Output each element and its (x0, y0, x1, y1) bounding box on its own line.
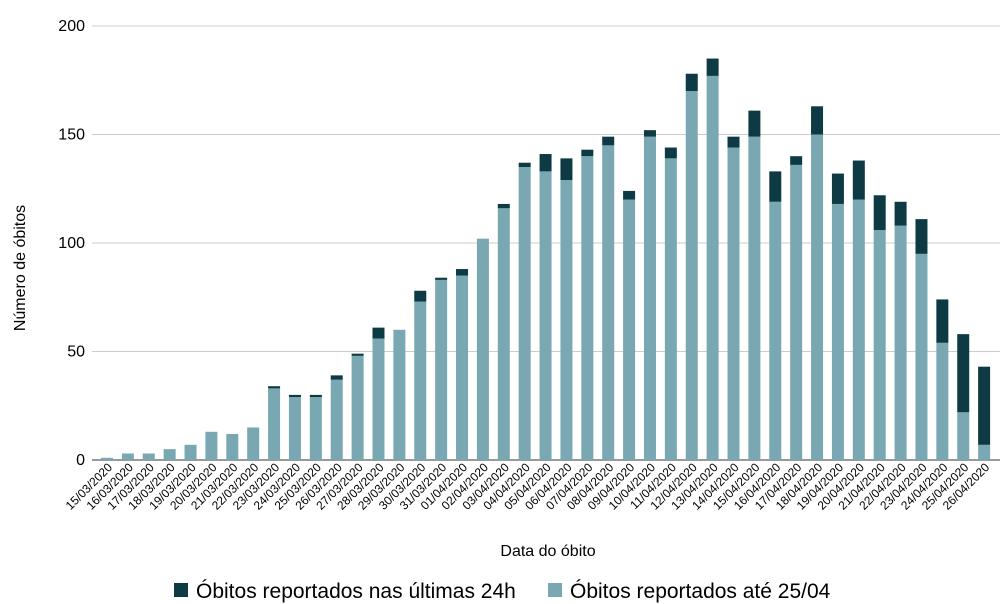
bar-ultimas-24h (435, 277, 448, 280)
bar-reportados-ate (497, 208, 510, 460)
bar-ultimas-24h (372, 327, 385, 339)
bar-reportados-ate (101, 457, 113, 460)
bar-ultimas-24h (790, 156, 803, 165)
bar-ultimas-24h (268, 386, 281, 389)
bar-reportados-ate (205, 431, 218, 460)
bar-ultimas-24h (643, 130, 656, 137)
y-tick-label: 100 (58, 235, 85, 252)
bar-ultimas-24h (957, 334, 970, 413)
bar-reportados-ate (393, 329, 406, 460)
bar-reportados-ate (435, 279, 448, 460)
y-tick-label: 200 (58, 18, 85, 35)
bar-reportados-ate (643, 136, 656, 461)
bar-reportados-ate (456, 275, 469, 460)
y-tick-label: 150 (58, 127, 85, 144)
bar-reportados-ate (894, 225, 907, 460)
x-axis-ticks: 15/03/202016/03/202017/03/202018/03/2020… (63, 460, 993, 513)
legend-label: Óbitos reportados nas últimas 24h (196, 580, 516, 603)
bar-ultimas-24h (811, 106, 824, 135)
bar-ultimas-24h (560, 158, 573, 181)
bar-ultimas-24h (748, 110, 761, 137)
y-axis-ticks: 0 50 100 150 200 (58, 18, 85, 469)
bar-reportados-ate (372, 338, 385, 460)
bar-reportados-ate (748, 136, 761, 461)
bar-reportados-ate (727, 147, 740, 460)
bar-reportados-ate (268, 388, 281, 460)
bar-reportados-ate (664, 158, 677, 460)
bar-reportados-ate (414, 301, 427, 460)
bar-reportados-ate (184, 444, 197, 460)
bar-ultimas-24h (894, 201, 907, 226)
y-axis-label: Número de óbitos (12, 205, 29, 331)
bar-ultimas-24h (685, 73, 698, 92)
bar-reportados-ate (769, 201, 782, 460)
bar-reportados-ate (915, 253, 928, 460)
legend-swatch (174, 583, 188, 597)
bar-reportados-ate (142, 453, 155, 460)
bar-ultimas-24h (456, 269, 469, 276)
bar-ultimas-24h (831, 173, 844, 204)
bar-ultimas-24h (623, 190, 636, 200)
bar-reportados-ate (831, 203, 844, 460)
legend: Óbitos reportados nas últimas 24h Óbitos … (174, 580, 831, 603)
bar-reportados-ate (581, 156, 594, 460)
bar-reportados-ate (602, 145, 615, 460)
bar-ultimas-24h (414, 290, 427, 302)
bar-reportados-ate (226, 433, 239, 460)
bar-reportados-ate (706, 75, 719, 460)
bar-reportados-ate (623, 199, 636, 460)
bar-ultimas-24h (769, 171, 782, 202)
bar-ultimas-24h (936, 299, 949, 343)
bar-reportados-ate (873, 229, 886, 460)
bar-ultimas-24h (664, 147, 677, 159)
bar-ultimas-24h (330, 375, 343, 380)
bar-ultimas-24h (497, 203, 510, 209)
bar-reportados-ate (811, 134, 824, 460)
bar-ultimas-24h (288, 394, 301, 398)
bar-reportados-ate (121, 453, 134, 460)
bar-ultimas-24h (309, 394, 322, 398)
bar-ultimas-24h (852, 160, 865, 200)
bar-reportados-ate (790, 164, 803, 460)
bar-ultimas-24h (915, 219, 928, 254)
bar-reportados-ate (247, 427, 260, 460)
bar-reportados-ate (852, 199, 865, 460)
bar-ultimas-24h (351, 353, 364, 356)
bar-ultimas-24h (873, 195, 886, 230)
bars (101, 58, 991, 461)
bar-reportados-ate (476, 238, 489, 460)
bar-ultimas-24h (706, 58, 719, 76)
bar-reportados-ate (351, 355, 364, 460)
y-tick-label: 50 (67, 344, 85, 361)
bar-reportados-ate (957, 412, 970, 460)
bar-reportados-ate (936, 342, 949, 460)
bar-reportados-ate (539, 171, 552, 460)
bar-reportados-ate (309, 397, 322, 460)
bar-reportados-ate (685, 91, 698, 460)
bar-ultimas-24h (727, 136, 740, 148)
legend-label: Óbitos reportados até 25/04 (570, 580, 831, 603)
bar-ultimas-24h (602, 136, 615, 146)
bar-reportados-ate (560, 180, 573, 460)
bar-ultimas-24h (978, 366, 991, 445)
bar-reportados-ate (288, 397, 301, 460)
bar-reportados-ate (330, 379, 343, 460)
bar-reportados-ate (163, 449, 176, 460)
bar-reportados-ate (978, 444, 991, 460)
bar-reportados-ate (518, 167, 531, 461)
y-tick-label: 0 (76, 452, 85, 469)
bar-ultimas-24h (581, 149, 594, 157)
bar-ultimas-24h (518, 162, 531, 168)
bar-ultimas-24h (539, 154, 552, 172)
x-axis-label: Data do óbito (500, 543, 595, 560)
legend-swatch (548, 583, 562, 597)
